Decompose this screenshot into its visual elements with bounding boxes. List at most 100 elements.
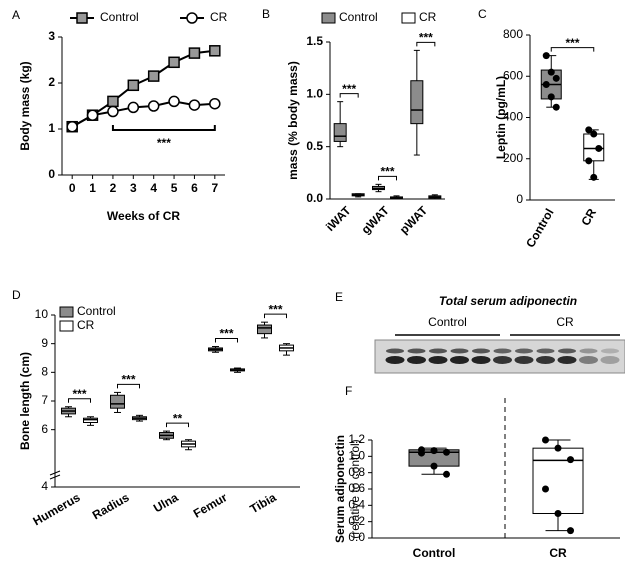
- x-tick-label: pWAT: [397, 203, 431, 237]
- x-tick-label: Tibia: [248, 490, 279, 516]
- marker: [188, 99, 201, 111]
- blot-band: [450, 348, 469, 354]
- blot-title: Total serum adiponectin: [439, 294, 577, 308]
- y-tick-label: 1.2: [348, 432, 365, 446]
- annotation: ***: [419, 31, 433, 45]
- annotation: ***: [565, 36, 579, 50]
- blot-band: [386, 348, 404, 354]
- y-tick-label: 9: [41, 336, 48, 350]
- data-point: [554, 444, 562, 452]
- bracket: [264, 313, 287, 319]
- y-tick-label: 200: [503, 151, 523, 165]
- bracket: [378, 175, 397, 181]
- marker: [127, 79, 140, 92]
- bracket: [111, 125, 216, 131]
- blot-band: [493, 356, 512, 364]
- marker: [168, 56, 180, 69]
- legend-marker: [186, 12, 198, 24]
- panel-label: B: [262, 7, 270, 21]
- marker: [147, 100, 160, 112]
- legend-swatch: [59, 306, 74, 318]
- marker: [66, 120, 78, 133]
- y-tick-label: 10: [35, 307, 49, 321]
- data-point: [542, 52, 550, 60]
- x-tick-label: 5: [171, 181, 178, 195]
- bracket: [339, 93, 359, 98]
- data-point: [443, 470, 450, 478]
- marker: [86, 109, 99, 121]
- blot-band: [558, 348, 576, 354]
- box: [333, 123, 347, 142]
- marker: [107, 95, 119, 108]
- y-tick-label: 4: [41, 479, 48, 493]
- blot-band: [536, 356, 555, 364]
- data-point: [590, 173, 598, 181]
- y-tick-label: 0: [516, 192, 523, 206]
- box: [532, 447, 584, 514]
- x-axis-label: Weeks of CR: [107, 209, 180, 223]
- bracket: [215, 338, 238, 343]
- blot-band: [450, 356, 469, 364]
- legend-label: Control: [100, 10, 139, 24]
- axis-break: [49, 474, 61, 480]
- annotation: ***: [380, 165, 394, 179]
- x-tick-label: 3: [130, 181, 137, 195]
- x-tick-label: iWAT: [323, 203, 354, 234]
- data-point: [542, 436, 549, 444]
- bracket: [166, 422, 189, 428]
- legend-label: CR: [210, 10, 228, 24]
- x-tick-label: Humerus: [31, 490, 83, 528]
- y-axis-label: Body mass (kg): [18, 61, 32, 150]
- blot-band: [601, 348, 619, 354]
- y-tick-label: 7: [41, 393, 48, 407]
- x-tick-label: 2: [110, 181, 117, 195]
- x-tick-label: 1: [89, 181, 96, 195]
- legend-label: Control: [339, 10, 378, 24]
- bracket: [416, 41, 436, 47]
- blot-band: [515, 348, 533, 354]
- blot-band: [579, 348, 598, 354]
- x-tick-label: Radius: [90, 490, 132, 522]
- marker: [147, 70, 160, 82]
- y-tick-label: 1.0: [306, 87, 323, 101]
- y-axis-sublabel: (relative to control): [348, 439, 362, 538]
- data-point: [443, 448, 450, 456]
- legend-label: CR: [419, 10, 437, 24]
- data-point: [595, 144, 603, 152]
- blot-band: [428, 356, 448, 364]
- x-tick-label: Control: [413, 546, 456, 560]
- panel-label: E: [335, 290, 343, 304]
- data-point: [554, 510, 562, 517]
- marker: [107, 105, 119, 118]
- blot-band: [471, 356, 491, 364]
- data-point: [567, 456, 574, 464]
- annotation: ***: [121, 373, 135, 387]
- annotation: ***: [268, 302, 282, 316]
- bracket: [550, 47, 595, 52]
- y-tick-label: 0.5: [306, 139, 323, 153]
- box: [110, 394, 125, 409]
- x-tick-label: 4: [150, 181, 157, 195]
- blot-band: [557, 356, 577, 364]
- x-tick-label: 6: [191, 181, 198, 195]
- x-tick-label: CR: [549, 546, 567, 560]
- y-tick-label: 0.2: [348, 514, 365, 528]
- bracket: [68, 398, 91, 403]
- data-point: [552, 74, 560, 82]
- x-tick-label: Control: [523, 206, 556, 250]
- blot-band: [407, 356, 426, 364]
- annotation: ***: [342, 82, 356, 96]
- data-point: [418, 449, 425, 457]
- panel-label: D: [12, 288, 21, 302]
- annotation: **: [173, 411, 183, 425]
- y-axis-label: Bone length (cm): [18, 352, 32, 450]
- box: [257, 324, 272, 335]
- blot-band: [472, 348, 490, 354]
- y-tick-label: 400: [503, 110, 523, 124]
- y-tick-label: 1.5: [306, 34, 323, 48]
- blot-band: [385, 356, 405, 364]
- y-tick-label: 600: [503, 68, 523, 82]
- data-point: [547, 93, 555, 101]
- data-point: [542, 485, 549, 493]
